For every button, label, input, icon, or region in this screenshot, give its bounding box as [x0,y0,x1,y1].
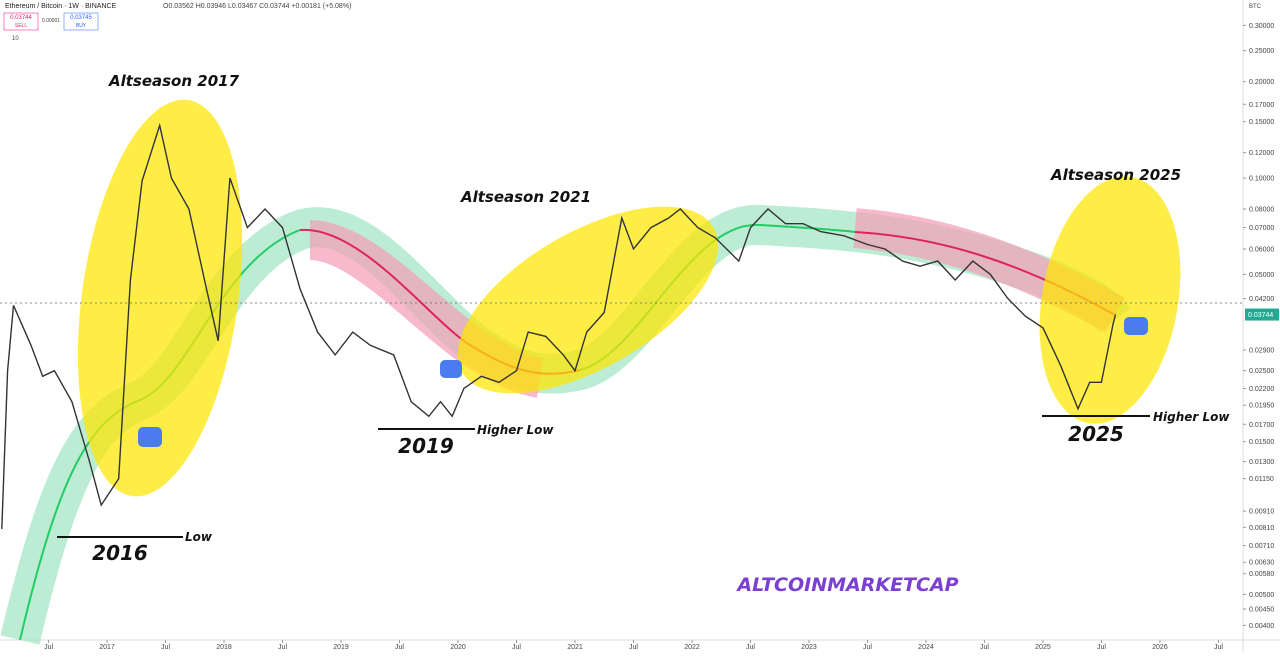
annotation: 2016 [92,541,148,565]
x-tick-label: Jul [980,644,989,651]
x-tick-label: 2024 [918,644,934,651]
x-tick-label: 2021 [567,644,583,651]
price-line [1,122,1117,530]
y-tick-label: 0.00630 [1249,560,1274,567]
buy-label: BUY [76,23,87,29]
x-tick-label: 2018 [216,644,232,651]
sell-label: SELL [15,23,27,29]
y-tick-label: 0.02200 [1249,386,1274,393]
y-tick-label: 0.00710 [1249,543,1274,550]
x-tick-label: Jul [161,644,170,651]
price-tag-box [1245,308,1279,321]
annotation: 2019 [398,434,454,458]
y-tick-label: 0.00810 [1249,525,1274,532]
x-tick-label: Jul [395,644,404,651]
x-tick-label: Jul [44,644,53,651]
y-tick-label: 0.06000 [1249,247,1274,254]
symbol: Ethereum / Bitcoin · 1W · BINANCE [5,3,117,10]
y-tick-label: 0.00450 [1249,606,1274,613]
highlight-ellipse [457,206,719,394]
y-tick-label: 0.00910 [1249,509,1274,516]
y-tick-label: 0.00500 [1249,592,1274,599]
x-tick-label: 2017 [99,644,115,651]
x-tick-label: 2026 [1152,644,1168,651]
x-tick-label: 2020 [450,644,466,651]
annotation: Altseason 2021 [460,188,591,206]
decoration [0,99,1243,645]
y-tick-label: 0.00580 [1249,571,1274,578]
highlight-ellipse [77,99,243,497]
y-tick-label: 0.10000 [1249,176,1274,183]
sell-button[interactable] [3,12,39,31]
watermark: ALTCOINMARKETCAP [735,574,958,596]
spread: 0.00001 [42,18,60,24]
hand-icon [1124,317,1148,335]
y-tick-label: 0.02900 [1249,348,1274,355]
annotation: Altseason 2025 [1050,166,1181,184]
x-tick-label: Jul [278,644,287,651]
y-tick-label: 0.30000 [1249,23,1274,30]
y-tick-label: 0.01150 [1249,476,1274,483]
y-tick-label: 0.07000 [1249,225,1274,232]
x-tick-label: Jul [1214,644,1223,651]
annotation: Higher Low [477,423,554,437]
annotation: 2025 [1068,422,1124,446]
buy-button[interactable] [63,12,99,31]
annotation: Higher Low [1153,410,1230,424]
y-tick-label: 0.05000 [1249,272,1274,279]
y-tick-label: 0.02500 [1249,368,1274,375]
y-tick-label: 0.17000 [1249,102,1274,109]
x-tick-label: Jul [863,644,872,651]
y-tick-label: 0.04200 [1249,296,1274,303]
y-tick-label: 0.20000 [1249,79,1274,86]
annotation: Low [185,530,213,544]
y-tick-label: 0.00400 [1249,623,1274,630]
hand-icon [440,360,462,378]
volume: 10 [12,36,19,42]
highlight-ellipse [1039,176,1181,424]
x-tick-label: Jul [746,644,755,651]
currency: BTC [1249,4,1262,10]
x-tick-label: 2019 [333,644,349,651]
x-tick-label: 2025 [1035,644,1051,651]
x-tick-label: 2022 [684,644,700,651]
y-tick-label: 0.08000 [1249,207,1274,214]
sell-price: 0.03744 [10,15,32,21]
x-tick-label: Jul [1097,644,1106,651]
x-tick-label: 2023 [801,644,817,651]
y-tick-label: 0.01500 [1249,439,1274,446]
y-tick-label: 0.25000 [1249,48,1274,55]
annotation: Altseason 2017 [108,72,240,90]
buy-price: 0.03745 [70,15,92,21]
y-tick-label: 0.01700 [1249,422,1274,429]
y-tick-label: 0.12000 [1249,150,1274,157]
y-tick-label: 0.01950 [1249,403,1274,410]
x-tick-label: Jul [512,644,521,651]
ohlc: O0.03562 H0.03946 L0.03467 C0.03744 +0.0… [163,3,351,10]
y-tick-label: 0.15000 [1249,119,1274,126]
x-tick-label: Jul [629,644,638,651]
hand-icon [138,427,162,447]
price-tag: 0.03744 [1248,312,1273,319]
y-tick-label: 0.01300 [1249,459,1274,466]
